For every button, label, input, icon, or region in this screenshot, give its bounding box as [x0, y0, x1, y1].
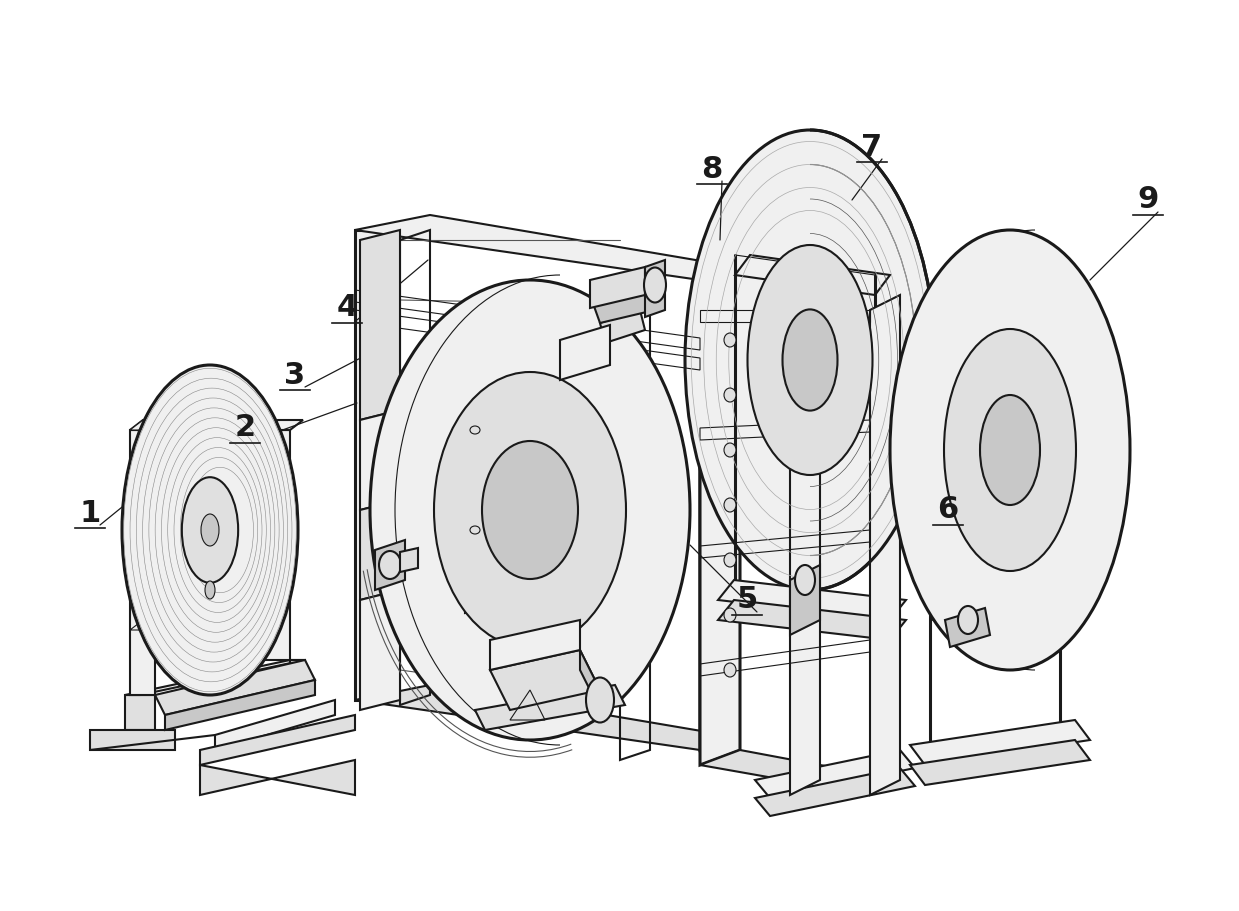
Ellipse shape — [434, 372, 626, 648]
Text: 7: 7 — [861, 132, 882, 161]
Polygon shape — [375, 540, 405, 590]
Ellipse shape — [795, 565, 815, 595]
Ellipse shape — [724, 663, 736, 677]
Polygon shape — [130, 420, 169, 430]
Polygon shape — [130, 420, 278, 430]
Text: 1: 1 — [79, 498, 100, 527]
Polygon shape — [700, 750, 900, 795]
Ellipse shape — [182, 477, 238, 583]
Text: 9: 9 — [1137, 186, 1158, 214]
Ellipse shape — [724, 553, 736, 567]
Polygon shape — [580, 650, 600, 710]
Ellipse shape — [724, 443, 736, 457]
Polygon shape — [130, 550, 278, 560]
Ellipse shape — [204, 581, 216, 599]
Polygon shape — [290, 660, 305, 695]
Ellipse shape — [890, 230, 1130, 670]
Polygon shape — [356, 230, 395, 700]
Ellipse shape — [783, 310, 838, 411]
Ellipse shape — [586, 678, 615, 722]
Polygon shape — [700, 265, 740, 765]
Text: 3: 3 — [285, 361, 306, 390]
Ellipse shape — [644, 268, 667, 302]
Polygon shape — [700, 265, 735, 750]
Polygon shape — [560, 325, 610, 380]
Ellipse shape — [121, 365, 299, 695]
Ellipse shape — [370, 280, 690, 740]
Polygon shape — [945, 608, 990, 647]
Polygon shape — [356, 685, 725, 750]
Polygon shape — [361, 590, 400, 710]
Polygon shape — [909, 720, 1090, 765]
Polygon shape — [90, 735, 216, 750]
Text: 5: 5 — [736, 586, 757, 615]
Polygon shape — [125, 695, 155, 730]
Polygon shape — [717, 580, 906, 620]
Polygon shape — [700, 265, 900, 310]
Polygon shape — [735, 255, 890, 295]
Polygon shape — [590, 282, 655, 323]
Polygon shape — [489, 620, 580, 670]
Ellipse shape — [724, 608, 736, 622]
Polygon shape — [470, 428, 479, 532]
Ellipse shape — [482, 441, 579, 579]
Polygon shape — [361, 230, 400, 420]
Polygon shape — [265, 430, 290, 660]
Polygon shape — [489, 650, 600, 710]
Ellipse shape — [944, 329, 1075, 571]
Polygon shape — [590, 267, 646, 308]
Bar — [195, 510, 225, 528]
Polygon shape — [90, 730, 175, 750]
Polygon shape — [755, 750, 914, 798]
Polygon shape — [199, 760, 356, 795]
Text: 6: 6 — [938, 496, 959, 525]
Polygon shape — [465, 557, 479, 613]
Polygon shape — [790, 565, 820, 635]
Text: 2: 2 — [234, 414, 255, 443]
Polygon shape — [755, 768, 914, 816]
Ellipse shape — [201, 514, 219, 546]
Polygon shape — [130, 480, 278, 490]
Ellipse shape — [685, 130, 935, 590]
Polygon shape — [717, 600, 906, 640]
Polygon shape — [400, 548, 418, 572]
Text: 8: 8 — [701, 155, 722, 183]
Polygon shape — [361, 410, 400, 510]
Ellipse shape — [958, 606, 978, 634]
Ellipse shape — [724, 333, 736, 347]
Polygon shape — [646, 260, 665, 317]
Polygon shape — [600, 310, 646, 343]
Ellipse shape — [724, 388, 736, 402]
Polygon shape — [909, 740, 1090, 785]
Polygon shape — [356, 215, 725, 280]
Polygon shape — [165, 680, 315, 730]
Polygon shape — [155, 660, 315, 715]
Polygon shape — [930, 580, 1075, 620]
Ellipse shape — [747, 245, 872, 475]
Polygon shape — [130, 620, 278, 630]
Ellipse shape — [379, 551, 401, 579]
Polygon shape — [361, 500, 400, 600]
Ellipse shape — [470, 426, 479, 434]
Polygon shape — [199, 715, 356, 765]
Polygon shape — [475, 685, 624, 730]
Ellipse shape — [470, 526, 479, 534]
Polygon shape — [790, 295, 820, 795]
Polygon shape — [216, 700, 335, 750]
Polygon shape — [870, 295, 900, 795]
Polygon shape — [990, 415, 1010, 485]
Polygon shape — [125, 660, 305, 695]
Ellipse shape — [980, 395, 1040, 505]
Text: 4: 4 — [336, 293, 358, 322]
Polygon shape — [130, 430, 155, 695]
Polygon shape — [265, 420, 304, 430]
Ellipse shape — [724, 498, 736, 512]
